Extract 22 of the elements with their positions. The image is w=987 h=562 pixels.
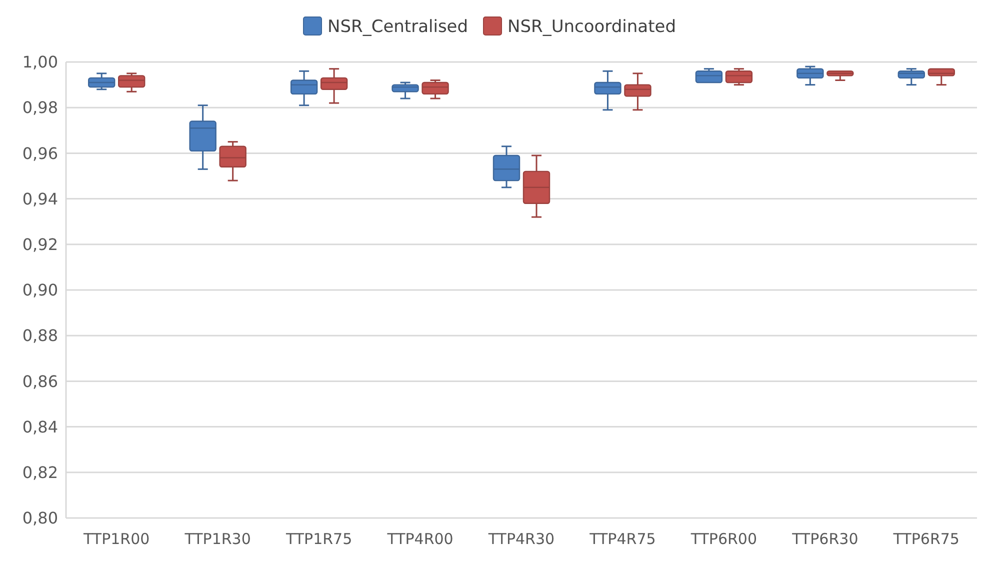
y-tick-label: 0,82 (22, 463, 58, 482)
x-tick-label: TTP1R30 (184, 530, 251, 548)
y-tick-label: 0,92 (22, 235, 58, 254)
y-tick-label: 0,98 (22, 98, 58, 118)
y-tick-label: 1,00 (22, 52, 58, 72)
x-tick-label: TTP4R00 (386, 530, 454, 548)
x-tick-label: TTP6R00 (690, 530, 758, 548)
x-tick-label: TTP4R75 (588, 530, 656, 548)
legend-label: NSR_Centralised (328, 16, 468, 37)
y-tick-label: 0,80 (22, 508, 58, 528)
y-tick-label: 0,90 (22, 280, 58, 300)
y-tick-label: 0,86 (22, 372, 58, 391)
y-tick-label: 0,96 (22, 144, 58, 163)
y-tick-label: 0,84 (22, 417, 58, 436)
x-tick-label: TTP4R30 (487, 530, 555, 548)
y-tick-label: 0,94 (22, 189, 58, 208)
x-tick-label: TTP6R30 (791, 530, 858, 548)
x-tick-label: TTP1R75 (284, 530, 352, 548)
y-tick-label: 0,88 (22, 326, 58, 346)
x-tick-label: TTP1R00 (82, 530, 150, 548)
x-tick-label: TTP6R75 (892, 530, 960, 548)
legend-label: NSR_Uncoordinated (508, 16, 676, 37)
